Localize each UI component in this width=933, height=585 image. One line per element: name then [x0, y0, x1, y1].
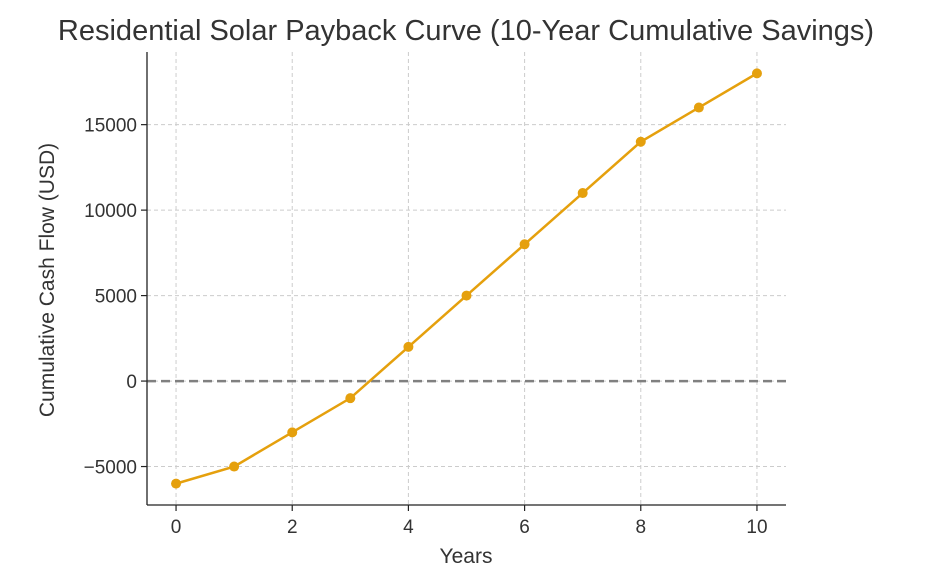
data-point: [171, 478, 182, 489]
data-point: [751, 68, 762, 79]
data-point: [229, 461, 240, 472]
axes: [141, 52, 786, 511]
series: [171, 68, 762, 489]
series-line: [175, 72, 758, 485]
grid: [147, 52, 786, 505]
x-tick-label: 2: [287, 517, 298, 538]
x-tick-label: 10: [746, 517, 767, 538]
data-point: [635, 136, 646, 147]
y-tick-label: 15000: [84, 116, 137, 137]
y-tick-label: 5000: [95, 287, 137, 308]
data-point: [461, 290, 472, 301]
data-point: [345, 393, 356, 404]
y-tick-label: −5000: [84, 458, 137, 479]
data-point: [693, 102, 704, 113]
y-axis-label: Cumulative Cash Flow (USD): [36, 143, 59, 417]
data-point: [577, 188, 588, 199]
x-axis-label: Years: [440, 545, 493, 568]
x-tick-label: 0: [171, 517, 182, 538]
x-tick-label: 6: [519, 517, 530, 538]
y-tick-label: 10000: [84, 201, 137, 222]
chart-title: Residential Solar Payback Curve (10-Year…: [58, 15, 874, 47]
data-point: [403, 341, 414, 352]
y-tick-label: 0: [126, 372, 137, 393]
x-tick-label: 4: [403, 517, 414, 538]
x-tick-label: 8: [635, 517, 646, 538]
tick-labels: 0 2 4 6 8 10 −5000 0 5000 10000 15000: [84, 116, 768, 538]
data-point: [287, 427, 298, 438]
data-point: [519, 239, 530, 250]
